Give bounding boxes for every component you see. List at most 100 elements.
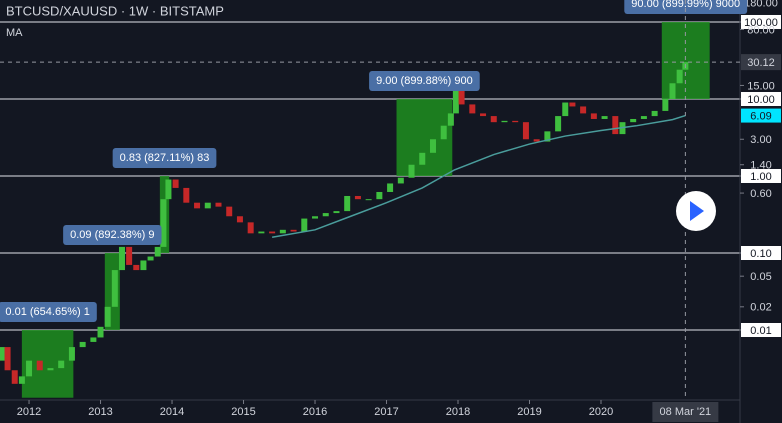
candle [562, 102, 569, 117]
x-tick-label: 2014 [160, 406, 184, 418]
y-tick-label: 1.00 [750, 171, 771, 183]
y-tick-label: 100.00 [744, 17, 778, 29]
y-tick-label-bg [741, 91, 781, 106]
candle [544, 131, 551, 142]
crosshair-x-label-bg [652, 402, 719, 422]
x-tick-label: 2012 [17, 406, 41, 418]
y-tick-label: 0.10 [750, 248, 771, 260]
box-label: 0.09 (892.38%) 9 [70, 229, 154, 241]
box-label-bg [369, 70, 480, 91]
candle [58, 360, 65, 369]
candle [126, 246, 133, 265]
x-tick-label: 2016 [303, 406, 327, 418]
candle [79, 341, 86, 348]
candle [333, 211, 340, 214]
candle [676, 69, 683, 84]
y-tick-label: 180.00 [744, 0, 778, 9]
candle [651, 110, 658, 117]
y-tick-label: 15.00 [747, 80, 775, 92]
y-tick-label-bg [741, 168, 781, 183]
candle [90, 337, 97, 342]
candle [569, 102, 576, 107]
candle [26, 360, 33, 377]
box-label-bg [624, 0, 748, 14]
y-tick-label-bg [741, 323, 781, 338]
candle [140, 260, 147, 271]
candle [590, 113, 597, 119]
candle [490, 116, 497, 123]
candle [397, 177, 404, 184]
candle [429, 139, 436, 153]
ma-value-label-bg [741, 108, 781, 123]
play-button[interactable] [676, 191, 716, 231]
candle [512, 120, 519, 123]
plot-area [0, 21, 740, 398]
candle [4, 347, 11, 371]
candle [301, 218, 308, 232]
candle [97, 326, 104, 338]
y-tick-label: 0.05 [750, 271, 771, 283]
candle [408, 164, 415, 178]
box-label: 9.00 (899.88%) 900 [376, 75, 473, 87]
x-tick-label: 2013 [88, 406, 112, 418]
candle [111, 270, 118, 307]
candle [376, 191, 383, 200]
ma-line [271, 114, 686, 239]
candle [630, 118, 637, 123]
candle [469, 104, 476, 114]
candle [0, 347, 5, 361]
indicator-label: MA [6, 27, 23, 39]
y-tick-label-bg [741, 14, 781, 29]
play-icon[interactable] [690, 201, 704, 221]
candle [501, 120, 508, 123]
box-label: 0.83 (827.11%) 83 [120, 152, 210, 164]
candle [601, 116, 608, 119]
candle [387, 183, 394, 192]
x-tick-label: 2015 [231, 406, 255, 418]
candle [322, 213, 329, 217]
box-label-bg [112, 147, 217, 168]
candle [290, 229, 297, 232]
y-tick-label: 10.00 [747, 94, 775, 106]
candle [640, 116, 647, 119]
box-label-bg [63, 224, 162, 245]
box-label-bg [0, 302, 97, 323]
candle [160, 199, 167, 247]
candle [269, 231, 276, 234]
candle [669, 83, 676, 99]
box-label: 0.01 (654.65%) 1 [5, 306, 89, 318]
y-tick-label: 0.01 [750, 325, 771, 337]
candle [419, 152, 426, 165]
candle [458, 87, 465, 105]
x-tick-label: 2020 [589, 406, 613, 418]
candle [344, 195, 351, 212]
crosshair-x-label: 08 Mar '21 [660, 406, 712, 418]
candle [204, 202, 211, 209]
x-tick-label: 2018 [446, 406, 470, 418]
ma-value-label: 6.09 [750, 110, 771, 122]
candle [118, 246, 125, 271]
candle [480, 113, 487, 117]
candle [194, 202, 201, 209]
candle [452, 87, 459, 114]
candle [236, 216, 243, 223]
y-tick-label: 0.60 [750, 188, 771, 200]
candle [580, 106, 587, 114]
candle [104, 306, 111, 327]
y-tick-label: 3.00 [750, 134, 771, 146]
candle [165, 179, 172, 200]
candle [447, 113, 454, 126]
candle [172, 179, 179, 188]
candle [147, 256, 154, 261]
candle [522, 122, 529, 140]
candle [68, 347, 75, 361]
y-tick-label-bg [741, 245, 781, 260]
y-tick-label: 80.00 [747, 24, 775, 36]
candle [612, 116, 619, 135]
candle [533, 139, 540, 142]
crosshair-y-label: 30.12 [747, 57, 775, 69]
x-tick-label: 2019 [517, 406, 541, 418]
